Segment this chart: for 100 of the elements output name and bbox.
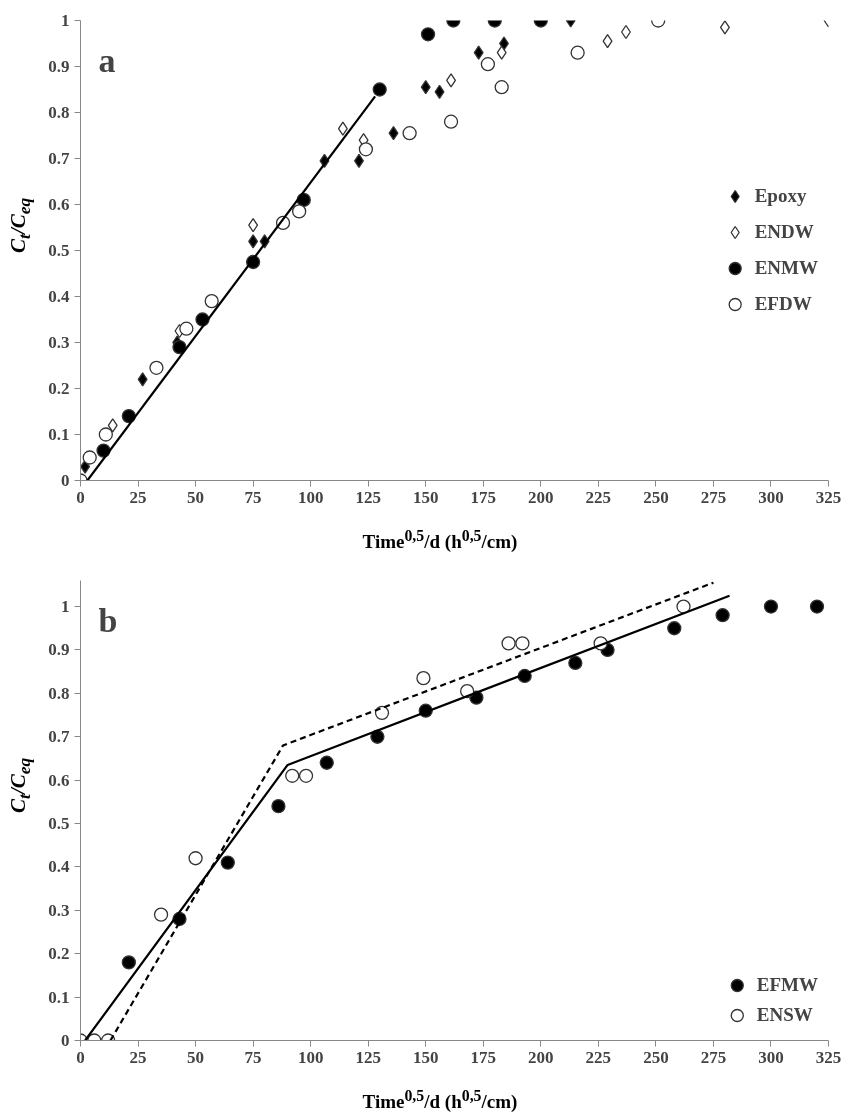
point xyxy=(719,20,730,35)
point xyxy=(809,599,825,614)
point xyxy=(473,45,484,60)
point xyxy=(494,80,509,95)
x-tick-label: 75 xyxy=(244,487,262,507)
point xyxy=(98,427,113,442)
x-tick-label: 275 xyxy=(700,487,727,507)
point xyxy=(298,768,314,783)
point xyxy=(480,57,496,72)
point xyxy=(285,768,300,783)
point xyxy=(420,27,436,42)
y-tick-label: 0.9 xyxy=(48,640,70,660)
x-tick-label: 125 xyxy=(355,1047,381,1067)
y-tick-label: 0.2 xyxy=(48,944,70,964)
point xyxy=(388,126,399,141)
x-tick-label: 0 xyxy=(76,487,85,507)
x-tick-label: 175 xyxy=(470,1047,497,1067)
point xyxy=(570,45,585,60)
x-tick-label: 25 xyxy=(129,487,147,507)
point xyxy=(82,450,97,465)
y-tick-label: 0.5 xyxy=(48,814,70,834)
point xyxy=(515,636,530,651)
x-tick-label: 50 xyxy=(187,1047,205,1067)
point xyxy=(501,636,516,651)
y-tick-label: 0.3 xyxy=(48,333,70,352)
point xyxy=(372,82,387,97)
point xyxy=(149,360,164,375)
x-tick-label: 300 xyxy=(758,487,784,507)
x-axis-title: Time$^{0,5}$/d (h$^{0,5}$/cm) xyxy=(362,1086,518,1112)
point xyxy=(420,80,431,95)
annotation: b xyxy=(98,602,118,639)
point xyxy=(434,84,445,99)
point xyxy=(602,34,613,49)
legend-label: EFMW xyxy=(756,974,818,996)
y-tick-label: 0.1 xyxy=(48,425,70,444)
point xyxy=(676,599,691,614)
x-tick-label: 200 xyxy=(528,487,554,507)
x-tick-label: 325 xyxy=(815,1047,842,1067)
y-tick-label: 0.7 xyxy=(48,149,70,168)
point xyxy=(358,142,374,157)
y-tick-label: 0.8 xyxy=(48,683,70,703)
y-tick-label: 0.6 xyxy=(48,770,70,790)
y-tick-label: 0.4 xyxy=(48,287,70,306)
point xyxy=(337,121,348,136)
x-tick-label: 175 xyxy=(470,487,497,507)
point xyxy=(319,755,334,770)
point xyxy=(667,621,682,636)
point xyxy=(179,321,194,336)
point xyxy=(271,799,286,814)
y-tick-label: 0.5 xyxy=(48,241,70,260)
point xyxy=(568,655,583,671)
legend-label: EFDW xyxy=(754,293,812,315)
point xyxy=(248,218,259,233)
x-tick-label: 75 xyxy=(244,1047,262,1067)
point xyxy=(137,372,148,387)
x-tick-label: 250 xyxy=(643,1047,669,1067)
x-tick-label: 0 xyxy=(76,1047,85,1067)
x-tick-label: 125 xyxy=(355,487,381,507)
y-tick-label: 0.3 xyxy=(48,900,70,920)
point xyxy=(248,234,259,249)
annotation: a xyxy=(98,42,116,79)
y-tick-label: 1 xyxy=(61,11,70,30)
y-tick-label: 0.8 xyxy=(48,103,70,122)
x-tick-label: 100 xyxy=(297,1047,324,1067)
y-tick-label: 0.9 xyxy=(48,57,70,76)
x-tick-label: 25 xyxy=(129,1047,147,1067)
x-tick-label: 225 xyxy=(585,1047,612,1067)
y-tick-label: 0.1 xyxy=(48,987,70,1007)
point xyxy=(715,608,730,623)
point xyxy=(292,204,307,219)
point xyxy=(443,114,459,129)
point xyxy=(204,293,219,309)
x-tick-label: 275 xyxy=(700,1047,727,1067)
y-tick-label: 0.6 xyxy=(48,195,70,214)
x-tick-label: 300 xyxy=(758,1047,784,1067)
x-tick-label: 150 xyxy=(412,1047,439,1067)
point xyxy=(416,671,431,686)
x-tick-label: 50 xyxy=(187,487,205,507)
x-tick-label: 225 xyxy=(585,487,612,507)
legend-label: Epoxy xyxy=(754,185,807,207)
x-tick-label: 150 xyxy=(412,487,439,507)
y-tick-label: 1 xyxy=(61,597,70,617)
legend-label: ENSW xyxy=(756,1004,813,1026)
point xyxy=(220,855,235,870)
point xyxy=(402,126,417,141)
point xyxy=(374,705,390,720)
point xyxy=(188,851,203,866)
y-tick-label: 0.7 xyxy=(48,727,70,747)
point xyxy=(172,339,187,355)
y-tick-label: 0.2 xyxy=(48,379,70,398)
legend-label: ENMW xyxy=(754,257,818,279)
point xyxy=(153,907,169,922)
x-tick-label: 250 xyxy=(643,487,669,507)
y-tick-label: 0 xyxy=(61,471,70,490)
x-tick-label: 100 xyxy=(297,487,324,507)
legend-label: ENDW xyxy=(754,221,814,243)
x-tick-label: 200 xyxy=(528,1047,554,1067)
y-tick-label: 0.4 xyxy=(48,857,70,877)
x-axis-title: Time$^{0,5}$/d (h$^{0,5}$/cm) xyxy=(362,526,518,555)
y-tick-label: 0 xyxy=(61,1031,70,1050)
